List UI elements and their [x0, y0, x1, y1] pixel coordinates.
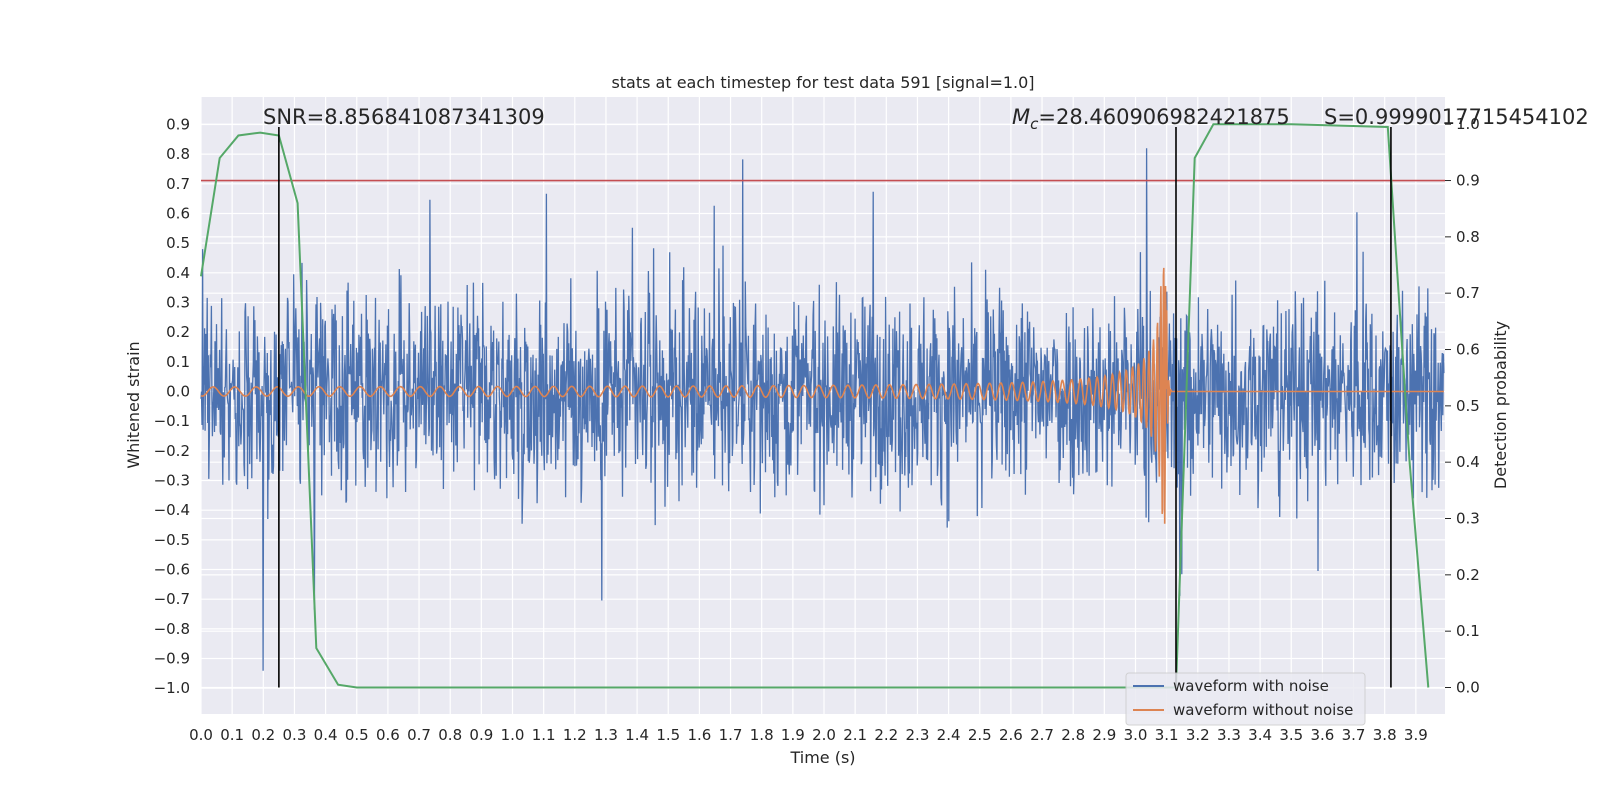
x-tick-label: 0.5	[345, 726, 369, 744]
y-right-tick-label: 0.9	[1456, 172, 1480, 190]
y-right-tick-label: 0.0	[1456, 679, 1480, 697]
series-waveform-with-noise	[200, 148, 1445, 671]
x-tick-labels: 0.0 0.1 0.2 0.3 0.4 0.5 0.6 0.7 0.8 0.9 1.0 1.1 1.2 1…	[189, 726, 1428, 744]
y-tick-label: −0.5	[154, 531, 190, 549]
chirp-trace	[200, 267, 1444, 524]
x-tick-label: 1.0	[501, 726, 525, 744]
x-tick-label: 1.1	[532, 726, 556, 744]
y-tick-label: −0.6	[154, 561, 190, 579]
legend-label-noise: waveform with noise	[1173, 677, 1329, 695]
grid	[200, 97, 1445, 714]
chirp-mass-subscript: c	[1030, 115, 1039, 133]
y-axis-label: Whitened strain	[124, 341, 143, 468]
x-tick-label: 0.2	[251, 726, 275, 744]
y-tick-label: −0.8	[154, 620, 190, 638]
y-tick-label: 0.8	[166, 145, 190, 163]
y-tick-label: −0.3	[154, 472, 190, 490]
x-tick-label: 2.8	[1061, 726, 1085, 744]
y-right-tick-label: 0.3	[1456, 510, 1480, 528]
x-tick-label: 2.3	[906, 726, 930, 744]
y-tick-label: 0.4	[166, 264, 190, 282]
y-tick-labels: 0.9 0.8 0.7 0.6 0.5 0.4 0.3 0.2 0.1 0.0 −0.1 −0.2 −0…	[154, 115, 190, 697]
y-tick-label: −0.9	[154, 650, 190, 668]
y-tick-label: −1.0	[154, 679, 190, 697]
x-tick-label: 2.5	[968, 726, 992, 744]
detection-probability-line	[200, 123, 1430, 689]
y-tick-label: 0.5	[166, 234, 190, 252]
chirp-mass-value: =28.460906982421875	[1038, 105, 1289, 129]
x-tick-label: 0.9	[469, 726, 493, 744]
score-annotation: S=0.9999017715454102	[1324, 105, 1589, 129]
x-tick-label: 0.6	[376, 726, 400, 744]
x-tick-label: 2.1	[843, 726, 867, 744]
y-right-axis-label: Detection probability	[1491, 321, 1510, 489]
y-right-tick-label: 0.5	[1456, 397, 1480, 415]
x-tick-label: 0.3	[283, 726, 307, 744]
probability-trace	[200, 123, 1430, 689]
y-right-tick-label: 0.2	[1456, 566, 1480, 584]
chart-title: stats at each timestep for test data 591…	[611, 73, 1034, 92]
x-axis-label: Time (s)	[789, 748, 855, 767]
x-tick-label: 3.4	[1248, 726, 1272, 744]
x-tick-label: 3.1	[1155, 726, 1179, 744]
noise-trace	[200, 148, 1445, 671]
x-tick-label: 0.7	[407, 726, 431, 744]
y-tick-label: −0.4	[154, 501, 190, 519]
y-right-tick-label: 1.0	[1456, 115, 1480, 133]
x-tick-label: 0.8	[438, 726, 462, 744]
x-tick-label: 3.9	[1404, 726, 1428, 744]
y-tick-label: 0.6	[166, 204, 190, 222]
y-right-tick-label: 0.6	[1456, 341, 1480, 359]
legend-label-clean: waveform without noise	[1173, 701, 1353, 719]
x-tick-label: 2.6	[999, 726, 1023, 744]
x-tick-label: 1.2	[563, 726, 587, 744]
x-tick-label: 2.7	[1030, 726, 1054, 744]
x-tick-label: 1.4	[625, 726, 649, 744]
x-tick-label: 1.9	[781, 726, 805, 744]
x-tick-label: 0.4	[314, 726, 338, 744]
y-tick-label: 0.3	[166, 293, 190, 311]
x-tick-label: 0.1	[220, 726, 244, 744]
y-right-tick-label: 0.8	[1456, 228, 1480, 246]
y-tick-label: 0.0	[166, 383, 190, 401]
y-tick-label: −0.2	[154, 442, 190, 460]
chirp-mass-annotation: Mc=28.460906982421875	[1012, 105, 1290, 133]
y-right-tick-labels: 1.0 0.9 0.8 0.7 0.6 0.5 0.4 0.3 0.2 0.1 0.0	[1445, 115, 1480, 697]
vertical-markers	[278, 127, 1392, 688]
x-tick-label: 3.8	[1373, 726, 1397, 744]
x-tick-label: 3.2	[1186, 726, 1210, 744]
y-tick-label: −0.1	[154, 412, 190, 430]
y-right-tick-label: 0.7	[1456, 284, 1480, 302]
x-tick-label: 1.5	[656, 726, 680, 744]
y-right-tick-label: 0.1	[1456, 622, 1480, 640]
x-tick-label: 2.9	[1092, 726, 1116, 744]
x-tick-label: 2.0	[812, 726, 836, 744]
series-waveform-without-noise	[200, 267, 1444, 524]
x-tick-label: 2.4	[937, 726, 961, 744]
x-tick-label: 3.0	[1124, 726, 1148, 744]
y-right-tick-label: 0.4	[1456, 453, 1480, 471]
x-tick-label: 3.5	[1279, 726, 1303, 744]
y-tick-label: 0.2	[166, 323, 190, 341]
snr-annotation: SNR=8.856841087341309	[263, 105, 545, 129]
x-tick-label: 1.6	[687, 726, 711, 744]
y-tick-label: −0.7	[154, 590, 190, 608]
x-tick-label: 3.3	[1217, 726, 1241, 744]
x-tick-label: 0.0	[189, 726, 213, 744]
chirp-mass-symbol: M	[1012, 105, 1030, 129]
x-tick-label: 3.6	[1310, 726, 1334, 744]
y-tick-label: 0.1	[166, 353, 190, 371]
x-tick-label: 3.7	[1342, 726, 1366, 744]
legend: waveform with noise waveform without noi…	[1125, 672, 1366, 726]
x-tick-label: 2.2	[874, 726, 898, 744]
x-tick-label: 1.7	[719, 726, 743, 744]
x-tick-label: 1.8	[750, 726, 774, 744]
y-tick-label: 0.9	[166, 115, 190, 133]
y-tick-label: 0.7	[166, 175, 190, 193]
x-tick-label: 1.3	[594, 726, 618, 744]
legend-box	[1125, 672, 1366, 726]
